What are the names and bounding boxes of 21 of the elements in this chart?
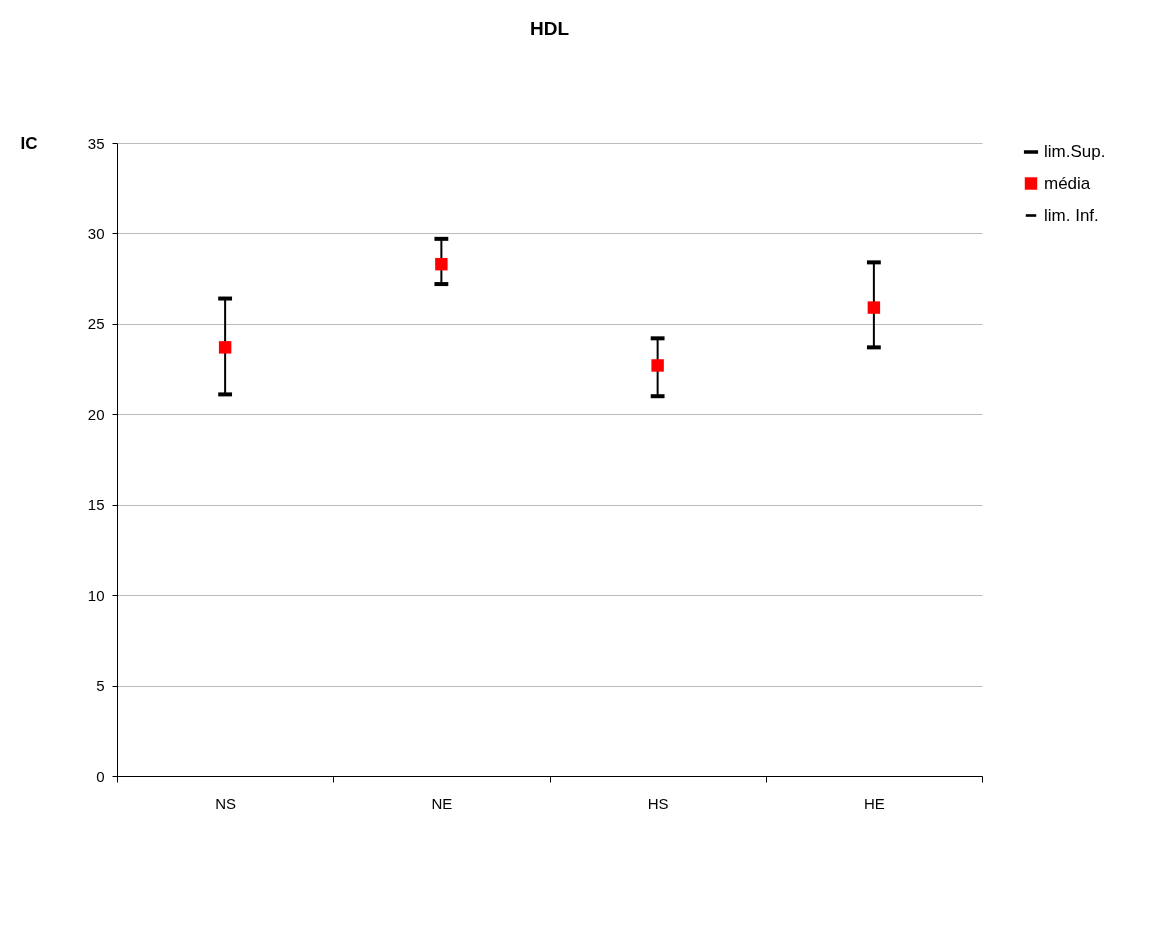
y-tick-label: 35 xyxy=(87,134,105,152)
y-tick-label: 20 xyxy=(87,405,105,423)
y-tick-label: 15 xyxy=(87,496,105,514)
legend-label: lim.Sup. xyxy=(1044,142,1106,161)
x-tick-label: NE xyxy=(431,794,453,812)
x-tick-label: HE xyxy=(863,794,885,812)
chart-title: HDL xyxy=(529,18,570,39)
x-tick-label: HS xyxy=(647,794,669,812)
y-tick-label: 5 xyxy=(96,677,105,695)
legend-label: média xyxy=(1044,173,1091,193)
legend-label: lim. Inf. xyxy=(1044,205,1099,225)
point xyxy=(218,341,232,354)
point xyxy=(867,301,881,314)
y-tick-label: 0 xyxy=(96,767,105,785)
y-tick-label: 10 xyxy=(87,586,105,604)
point xyxy=(651,359,664,372)
y-tick-label: 30 xyxy=(87,224,105,242)
point xyxy=(435,257,448,271)
x-tick-label: NS xyxy=(215,794,237,812)
y-tick-label: 25 xyxy=(87,315,105,333)
y-axis-title: IC xyxy=(20,133,38,153)
